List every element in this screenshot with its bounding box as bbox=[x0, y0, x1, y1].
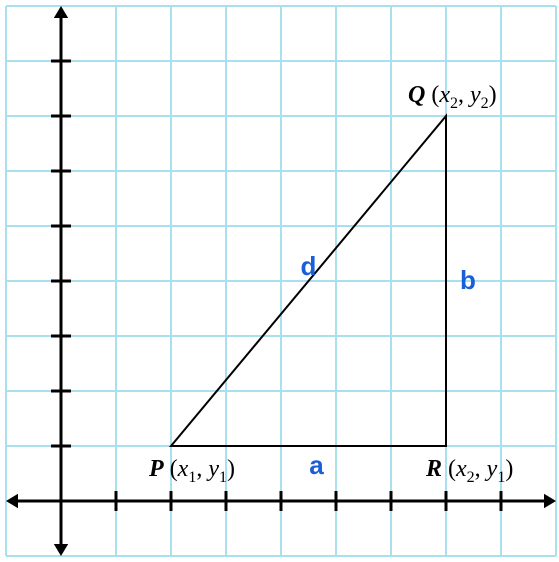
axis-arrow-icon bbox=[544, 494, 556, 508]
point-label-p: P (x1, y1) bbox=[148, 456, 235, 486]
axis-arrow-icon bbox=[6, 494, 18, 508]
side-label-d: d bbox=[301, 251, 317, 281]
axis-arrow-icon bbox=[54, 6, 68, 18]
axis-arrow-icon bbox=[54, 544, 68, 556]
side-label-a: a bbox=[309, 450, 324, 480]
coordinate-diagram: dabQ (x2, y2)P (x1, y1)R (x2, y1) bbox=[0, 0, 559, 562]
side-label-b: b bbox=[460, 265, 476, 295]
diagram-container: dabQ (x2, y2)P (x1, y1)R (x2, y1) bbox=[0, 0, 559, 562]
point-label-q: Q (x2, y2) bbox=[408, 82, 497, 112]
